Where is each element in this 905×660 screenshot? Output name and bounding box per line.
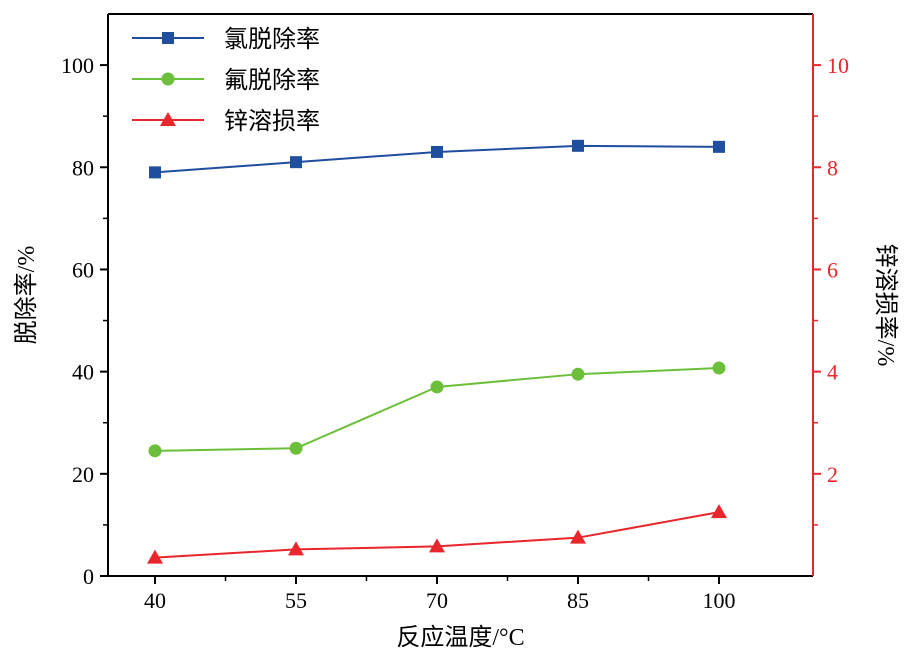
legend-marker: [162, 32, 174, 44]
y-tick-label: 20: [72, 462, 94, 487]
data-point-2: [289, 441, 303, 455]
data-point-2: [148, 444, 162, 458]
x-tick-label: 55: [285, 588, 307, 613]
data-point-3: [711, 504, 727, 519]
x-tick-label: 100: [703, 588, 736, 613]
y-tick-label: 60: [72, 257, 94, 282]
data-point-2: [571, 367, 585, 381]
y-tick-label: 80: [72, 155, 94, 180]
legend-label: 锌溶损率: [224, 108, 320, 135]
y-tick-label: 40: [72, 360, 94, 385]
legend-label: 氯脱除率: [224, 26, 320, 53]
legend-marker: [160, 112, 176, 126]
data-point-3: [288, 541, 304, 556]
x-tick-label: 85: [567, 588, 589, 613]
data-point-1: [149, 166, 161, 179]
y2-tick-label: 10: [827, 53, 849, 78]
data-point-1: [431, 145, 443, 158]
y2-tick-label: 2: [827, 462, 838, 487]
data-point-2: [712, 361, 726, 375]
data-point-1: [572, 139, 584, 152]
data-point-3: [429, 538, 445, 553]
data-point-3: [570, 529, 586, 544]
legend-label: 氟脱除率: [224, 67, 320, 94]
x-axis-title: 反应温度/°C: [396, 624, 524, 651]
y2-tick-label: 8: [827, 155, 838, 180]
plot-frame: [107, 13, 814, 577]
x-tick-label: 40: [144, 588, 166, 613]
y2-axis-title: 锌溶损率/%: [872, 244, 899, 367]
data-point-1: [713, 140, 725, 153]
y-axis-title: 脱除率/%: [13, 246, 40, 345]
legend-marker: [161, 72, 175, 86]
y2-tick-label: 6: [827, 257, 838, 282]
y2-tick-label: 4: [827, 360, 838, 385]
data-point-3: [147, 549, 163, 564]
x-tick-label: 70: [426, 588, 448, 613]
series-layer: [147, 139, 727, 564]
data-point-1: [290, 156, 302, 169]
y-tick-label: 100: [61, 53, 94, 78]
y-tick-label: 0: [83, 564, 94, 589]
data-point-2: [430, 380, 444, 394]
axis-ticks: 0 20 40 60 80 100 2 4 6 8 10 40 55 70 85 100: [61, 53, 849, 613]
